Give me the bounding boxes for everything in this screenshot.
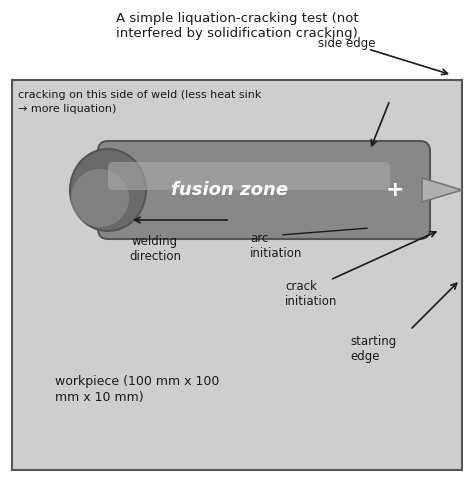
Text: crack
initiation: crack initiation	[285, 280, 337, 308]
Text: → more liquation): → more liquation)	[18, 104, 117, 114]
Text: mm x 10 mm): mm x 10 mm)	[55, 391, 144, 404]
Polygon shape	[422, 178, 462, 202]
Text: starting
edge: starting edge	[350, 335, 396, 363]
Text: side edge: side edge	[318, 38, 375, 50]
Text: fusion zone: fusion zone	[172, 181, 289, 199]
Text: workpiece (100 mm x 100: workpiece (100 mm x 100	[55, 375, 219, 388]
Bar	[12, 80, 462, 470]
FancyBboxPatch shape	[108, 162, 390, 190]
Text: arc
initiation: arc initiation	[250, 232, 302, 260]
Text: interfered by solidification cracking): interfered by solidification cracking)	[116, 27, 358, 40]
Text: +: +	[386, 180, 404, 200]
Ellipse shape	[70, 149, 146, 231]
FancyBboxPatch shape	[98, 141, 430, 239]
Text: cracking on this side of weld (less heat sink: cracking on this side of weld (less heat…	[18, 90, 261, 100]
Text: A simple liquation-cracking test (not: A simple liquation-cracking test (not	[116, 12, 358, 25]
Text: welding
direction: welding direction	[129, 235, 181, 263]
Ellipse shape	[71, 169, 129, 227]
